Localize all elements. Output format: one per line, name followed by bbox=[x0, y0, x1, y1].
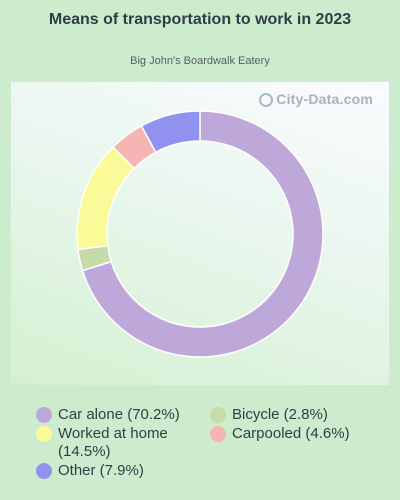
legend: Car alone (70.2%) Bicycle (2.8%) Worked … bbox=[0, 398, 400, 498]
legend-label: Worked at home (14.5%) bbox=[58, 425, 168, 460]
slice-car-alone bbox=[81, 110, 324, 358]
watermark-text: City-Data.com bbox=[276, 91, 373, 107]
legend-label: Carpooled (4.6%) bbox=[232, 425, 350, 442]
legend-swatch bbox=[210, 407, 226, 423]
globe-icon bbox=[259, 93, 274, 107]
chart-subtitle: Big John's Boardwalk Eatery bbox=[130, 55, 270, 67]
legend-swatch bbox=[36, 463, 52, 479]
legend-swatch bbox=[36, 426, 52, 442]
legend-label: Car alone (70.2%) bbox=[58, 406, 180, 423]
slice-other bbox=[140, 110, 201, 154]
donut-chart bbox=[76, 110, 324, 358]
slice-worked-at-home bbox=[76, 145, 136, 251]
chart-title: Means of transportation to work in 2023 bbox=[48, 11, 352, 28]
legend-label: Other (7.9%) bbox=[58, 462, 144, 479]
legend-label: Bicycle (2.8%) bbox=[232, 406, 328, 423]
legend-swatch bbox=[36, 407, 52, 423]
plot-area: City-Data.com bbox=[11, 82, 389, 385]
watermark: City-Data.com bbox=[259, 91, 373, 107]
legend-swatch bbox=[210, 426, 226, 442]
